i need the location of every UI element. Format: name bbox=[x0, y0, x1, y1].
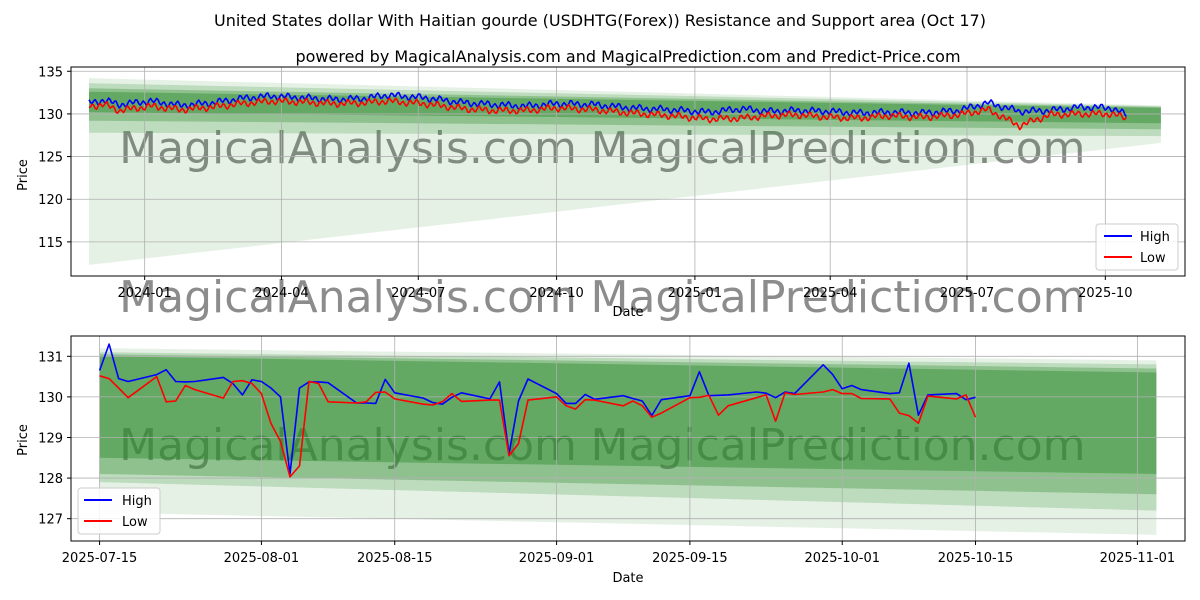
bottom-legend: High Low bbox=[77, 487, 161, 535]
top-legend: High Low bbox=[1095, 223, 1179, 271]
watermark-analysis-bottom: MagicalAnalysis.com bbox=[119, 420, 577, 471]
bottom-y-tick-label-4: 131 bbox=[38, 350, 63, 365]
top-axes-frame bbox=[70, 66, 1186, 277]
bottom-x-tick-label-5: 2025-10-01 bbox=[804, 551, 880, 566]
bottom-x-tick-label-6: 2025-10-15 bbox=[938, 551, 1014, 566]
top-series-low-line bbox=[88, 97, 1128, 131]
top-x-tick-label-7: 2025-10 bbox=[1078, 286, 1132, 301]
top-x-tick-label-5: 2025-04 bbox=[803, 286, 857, 301]
top-y-tick-label-3: 130 bbox=[38, 108, 63, 123]
top-y-tick-label-1: 120 bbox=[38, 193, 63, 208]
bottom-x-tick-label-1: 2025-08-01 bbox=[224, 551, 300, 566]
bottom-band-2 bbox=[99, 354, 1157, 495]
bottom-y-axis-label: Price bbox=[16, 424, 31, 456]
top-x-tick-label-4: 2025-01 bbox=[668, 286, 722, 301]
bottom-y-tick-label-2: 129 bbox=[38, 431, 63, 446]
bottom-band-3 bbox=[99, 356, 1157, 474]
top-legend-high-label: High bbox=[1140, 230, 1170, 245]
watermark-prediction-top: MagicalPrediction.com bbox=[591, 123, 1086, 174]
top-x-tick-label-6: 2025-07 bbox=[940, 286, 994, 301]
bottom-band-1 bbox=[99, 352, 1157, 511]
bottom-x-tick-label-4: 2025-09-15 bbox=[652, 551, 728, 566]
watermark-analysis-middle: MagicalAnalysis.com bbox=[119, 272, 577, 323]
top-axes: 2024-01 2024-04 2024-07 2024-10 2025-01 2025-… bbox=[38, 65, 1186, 301]
top-series-high-line bbox=[88, 91, 1128, 118]
top-y-tick-label-4: 135 bbox=[38, 65, 63, 80]
top-series-lines bbox=[88, 91, 1128, 131]
top-legend-low-label: Low bbox=[1140, 251, 1166, 266]
bottom-legend-low-label: Low bbox=[122, 515, 148, 530]
top-band-0 bbox=[89, 78, 1161, 265]
top-chart: MagicalAnalysis.com MagicalPrediction.co… bbox=[16, 65, 1186, 320]
bottom-y-tick-label-1: 128 bbox=[38, 472, 63, 487]
bottom-band-0 bbox=[99, 348, 1157, 535]
bottom-axes-frame bbox=[70, 335, 1186, 542]
watermark-analysis-top: MagicalAnalysis.com bbox=[119, 123, 577, 174]
bottom-axes: 2025-07-15 2025-08-01 2025-08-15 2025-09-01… bbox=[38, 335, 1186, 566]
chart-title: United States dollar With Haitian gourde… bbox=[214, 11, 986, 30]
bottom-x-tick-label-0: 2025-07-15 bbox=[62, 551, 138, 566]
bottom-support-resistance-bands bbox=[99, 348, 1157, 535]
top-x-tick-label-3: 2024-10 bbox=[529, 286, 583, 301]
top-band-2 bbox=[89, 88, 1161, 130]
bottom-x-tick-label-2: 2025-08-15 bbox=[357, 551, 433, 566]
top-y-tick-label-0: 115 bbox=[38, 236, 63, 251]
top-x-tick-label-2: 2024-07 bbox=[391, 286, 445, 301]
top-y-axis-label: Price bbox=[16, 159, 31, 191]
chart-subtitle: powered by MagicalAnalysis.com and Magic… bbox=[295, 47, 960, 66]
bottom-series-lines bbox=[98, 343, 977, 478]
watermark-prediction-middle: MagicalPrediction.com bbox=[591, 272, 1086, 323]
bottom-series-high-line bbox=[98, 343, 976, 475]
bottom-x-tick-label-3: 2025-09-01 bbox=[519, 551, 595, 566]
watermark-prediction-bottom: MagicalPrediction.com bbox=[591, 420, 1086, 471]
bottom-y-tick-label-0: 127 bbox=[38, 513, 63, 528]
top-x-tick-label-1: 2024-04 bbox=[254, 286, 308, 301]
bottom-series-low-line bbox=[99, 375, 977, 478]
bottom-y-tick-label-3: 130 bbox=[38, 391, 63, 406]
bottom-chart: MagicalAnalysis.com MagicalPrediction.co… bbox=[16, 272, 1186, 586]
bottom-x-tick-label-7: 2025-11-01 bbox=[1100, 551, 1176, 566]
top-y-tick-label-2: 125 bbox=[38, 151, 63, 166]
bottom-legend-high-label: High bbox=[122, 494, 152, 509]
top-x-axis-label: Date bbox=[612, 305, 643, 320]
top-x-tick-label-0: 2024-01 bbox=[118, 286, 172, 301]
bottom-x-axis-label: Date bbox=[612, 571, 643, 586]
bottom-grid bbox=[71, 336, 1185, 541]
